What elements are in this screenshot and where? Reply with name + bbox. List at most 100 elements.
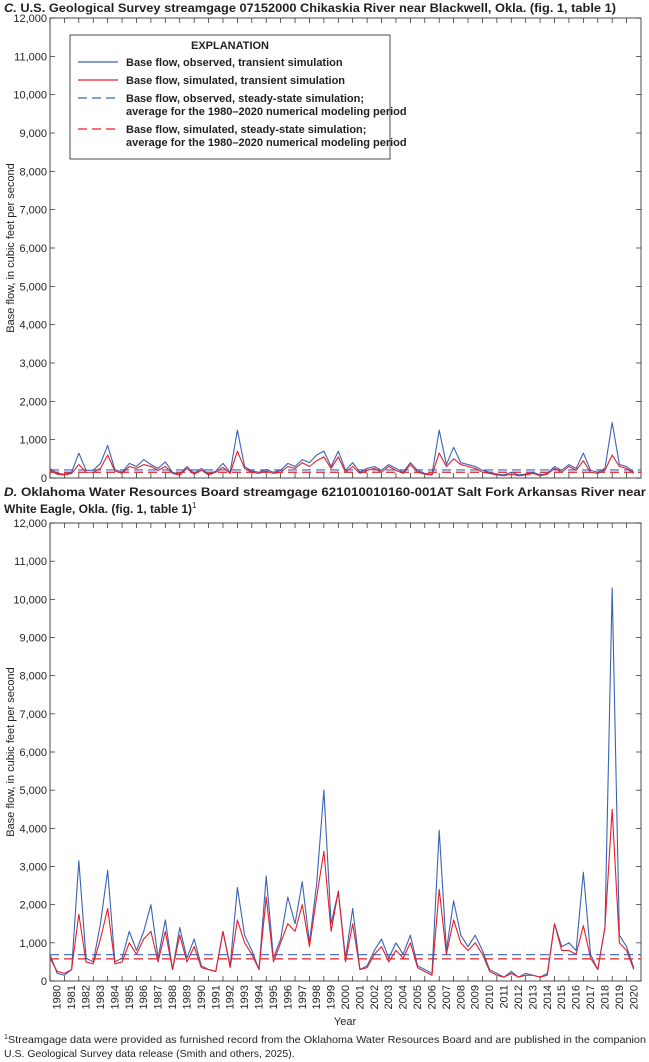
y-tick-label: 6,000 — [19, 243, 47, 255]
note-mark: 1 — [4, 1034, 8, 1041]
x-tick-label: 1996 — [282, 985, 294, 1009]
y-tick-label: 7,000 — [19, 205, 47, 217]
x-tick-label: 2011 — [499, 985, 511, 1009]
x-tick-label: 2007 — [441, 985, 453, 1009]
x-tick-label: 1988 — [167, 985, 179, 1009]
y-tick-label: 0 — [41, 473, 47, 485]
x-tick-label: 2012 — [513, 985, 525, 1009]
y-tick-label: 2,000 — [19, 900, 47, 912]
x-tick-label: 1982 — [81, 985, 93, 1009]
x-tick-label: 1986 — [138, 985, 150, 1009]
x-tick-label: 1987 — [153, 985, 165, 1009]
title-text: Oklahoma Water Resources Board streamgag… — [21, 485, 646, 499]
y-tick-label: 11,000 — [14, 51, 47, 63]
legend-line: Base flow, simulated, transient simulati… — [126, 75, 345, 87]
legend-line: average for the 1980–2020 numerical mode… — [126, 106, 407, 118]
x-tick-label: 1998 — [311, 985, 323, 1009]
panel-title: C. U.S. Geological Survey streamgage 071… — [4, 1, 616, 15]
legend-line: average for the 1980–2020 numerical mode… — [126, 137, 407, 149]
x-tick-label: 1992 — [225, 985, 237, 1009]
series-line — [49, 450, 635, 477]
x-tick-label: 2013 — [527, 985, 539, 1009]
series-line — [49, 587, 635, 978]
x-tick-label: 1980 — [52, 985, 64, 1009]
x-tick-label: 2008 — [455, 985, 467, 1009]
legend-label: Base flow, observed, steady-state simula… — [126, 93, 407, 118]
panel-letter: D. — [4, 485, 17, 499]
x-axis-label: Year — [334, 1016, 357, 1028]
x-tick-label: 1999 — [326, 985, 338, 1009]
legend-line: Base flow, simulated, steady-state simul… — [126, 124, 366, 136]
y-tick-label: 10,000 — [13, 594, 47, 606]
x-tick-label: 2004 — [398, 985, 410, 1009]
x-tick-label: 2005 — [412, 985, 424, 1009]
x-tick-label: 2016 — [571, 985, 583, 1009]
legend-line: Base flow, observed, transient simulatio… — [126, 57, 343, 69]
y-tick-label: 7,000 — [19, 709, 47, 721]
x-tick-label: 2017 — [585, 985, 597, 1009]
y-tick-label: 5,000 — [19, 785, 47, 797]
y-tick-label: 1,000 — [19, 435, 47, 447]
footnote: 1Streamgage data were provided as furnis… — [4, 1034, 646, 1046]
panel-letter: C. — [4, 1, 17, 15]
x-tick-label: 1989 — [181, 985, 193, 1009]
series-line — [49, 808, 635, 978]
y-axis-label: Base flow, in cubic feet per second — [5, 163, 17, 332]
x-tick-label: 1983 — [95, 985, 107, 1009]
x-tick-label: 1994 — [254, 985, 266, 1009]
x-tick-label: 2000 — [340, 985, 352, 1009]
plot-frame — [49, 522, 642, 982]
panel-title: D. Oklahoma Water Resources Board stream… — [4, 485, 646, 499]
note-mark: 1 — [192, 501, 197, 510]
x-tick-label: 2006 — [426, 985, 438, 1009]
title-text: White Eagle, Okla. (fig. 1, table 1) — [4, 502, 192, 516]
y-tick-label: 4,000 — [19, 320, 47, 332]
series-line — [49, 421, 635, 476]
legend-label: Base flow, simulated, transient simulati… — [126, 75, 345, 87]
x-tick-label: 1993 — [239, 985, 251, 1009]
x-tick-label: 2014 — [542, 985, 554, 1009]
x-tick-label: 2002 — [369, 985, 381, 1009]
legend-label: Base flow, simulated, steady-state simul… — [126, 124, 407, 149]
footnote-text: Streamgage data were provided as furnish… — [8, 1034, 646, 1046]
x-tick-label: 1981 — [66, 985, 78, 1009]
y-tick-label: 12,000 — [13, 13, 47, 25]
x-tick-label: 2018 — [599, 985, 611, 1009]
y-tick-label: 9,000 — [19, 128, 47, 140]
legend: EXPLANATION Base flow, observed, transien… — [69, 34, 407, 160]
x-tick-label: 2001 — [354, 985, 366, 1009]
legend-box — [69, 34, 391, 160]
x-tick-label: 2010 — [484, 985, 496, 1009]
x-tick-label: 2019 — [614, 985, 626, 1009]
x-tick-label: 1995 — [268, 985, 280, 1009]
x-tick-label: 2015 — [556, 985, 568, 1009]
x-tick-label: 1991 — [210, 985, 222, 1009]
y-axis-label: Base flow, in cubic feet per second — [5, 667, 17, 836]
y-tick-label: 5,000 — [19, 281, 47, 293]
x-tick-label: 2020 — [628, 985, 640, 1009]
y-tick-label: 3,000 — [19, 358, 47, 370]
legend-label: Base flow, observed, transient simulatio… — [126, 57, 343, 69]
y-tick-label: 10,000 — [13, 90, 47, 102]
x-tick-label: 1990 — [196, 985, 208, 1009]
x-tick-label: 2003 — [383, 985, 395, 1009]
y-tick-label: 6,000 — [19, 747, 47, 759]
y-tick-label: 2,000 — [19, 396, 47, 408]
footnote: U.S. Geological Survey data release (Smi… — [4, 1048, 295, 1060]
panel-title: White Eagle, Okla. (fig. 1, table 1)1 — [4, 501, 197, 516]
y-tick-label: 8,000 — [19, 671, 47, 683]
y-tick-label: 1,000 — [19, 938, 47, 950]
y-tick-label: 8,000 — [19, 166, 47, 178]
y-tick-label: 3,000 — [19, 862, 47, 874]
x-tick-label: 1997 — [297, 985, 309, 1009]
title-text: U.S. Geological Survey streamgage 071520… — [20, 1, 616, 15]
x-tick-label: 2009 — [470, 985, 482, 1009]
y-tick-label: 4,000 — [19, 823, 47, 835]
y-tick-label: 0 — [41, 976, 47, 988]
legend-title: EXPLANATION — [191, 40, 269, 52]
x-tick-label: 1985 — [124, 985, 136, 1009]
x-tick-label: 1984 — [109, 985, 121, 1009]
y-tick-label: 9,000 — [19, 633, 47, 645]
legend-line: Base flow, observed, steady-state simula… — [126, 93, 364, 105]
